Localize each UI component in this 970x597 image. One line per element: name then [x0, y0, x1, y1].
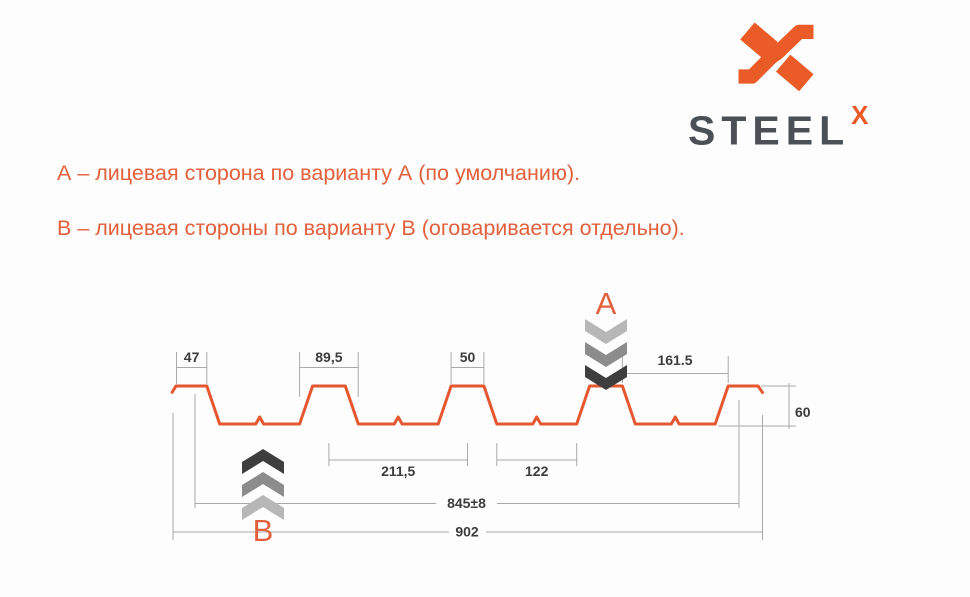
- dim-edge-spacing: 161.5: [657, 352, 692, 368]
- chevron-up-icon: [242, 495, 284, 520]
- dim-top-flange: 47: [184, 349, 200, 365]
- chevron-down-icon: [585, 342, 627, 367]
- brand-wordmark: STEELX: [688, 100, 908, 155]
- variant-a-marker: A: [585, 286, 627, 390]
- dim-height: 60: [795, 404, 811, 420]
- logo-stroke-bottomright: [775, 54, 814, 92]
- dimension-lines: [172, 352, 796, 540]
- dim-rib-base: 89,5: [315, 349, 342, 365]
- dim-overall-width: 902: [455, 524, 479, 540]
- dimension-labels: 47 89,5 50 161.5 60 211,5 122 845±8 902: [184, 349, 811, 540]
- steelx-logo-icon: [738, 22, 814, 92]
- variant-b-label: B: [253, 513, 274, 548]
- logo-stroke-scurve: [738, 24, 814, 84]
- brand-sup-x: X: [851, 100, 869, 130]
- brand-name: STEEL: [688, 107, 851, 154]
- variant-b-marker: B: [242, 449, 284, 548]
- chevron-up-icon: [242, 472, 284, 497]
- logo-stroke-topleft: [740, 22, 778, 60]
- variant-a-label: A: [596, 286, 617, 321]
- dim-rib-top: 50: [460, 349, 476, 365]
- chevron-down-icon: [585, 365, 627, 390]
- dim-cover-width: 845±8: [447, 495, 486, 511]
- dim-valley-width: 122: [525, 463, 549, 479]
- note-variant-a: А – лицевая сторона по варианту А (по ум…: [57, 161, 581, 185]
- dim-rib-pitch: 211,5: [381, 463, 415, 479]
- profile-path: [170, 384, 764, 426]
- chevron-down-icon: [585, 319, 627, 344]
- note-variant-b: В – лицевая стороны по варианту В (огова…: [57, 216, 685, 240]
- chevron-up-icon: [242, 449, 284, 474]
